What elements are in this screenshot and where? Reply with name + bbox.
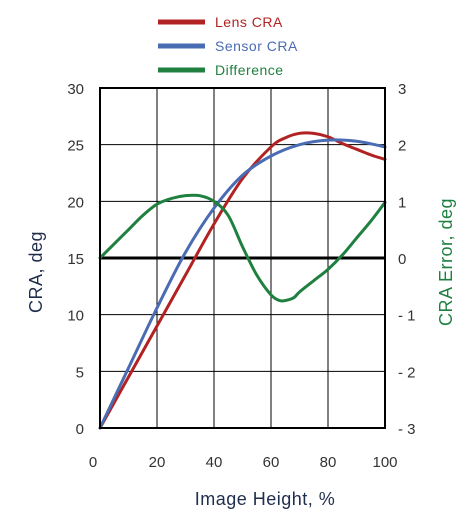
legend-label-lens-cra: Lens CRA <box>215 14 283 30</box>
left-tick-label: 0 <box>76 421 84 438</box>
right-tick-label: - 1 <box>398 308 416 325</box>
series-line-difference <box>98 193 387 303</box>
left-tick-label: 15 <box>67 251 84 268</box>
left-axis-tick-labels: 0 5 10 15 20 25 30 <box>67 81 84 438</box>
left-tick-label: 5 <box>76 364 84 381</box>
right-tick-label: 1 <box>398 194 406 211</box>
legend: Lens CRA Sensor CRA Difference <box>158 14 298 78</box>
x-tick-label: 40 <box>206 454 223 471</box>
legend-label-sensor-cra: Sensor CRA <box>215 38 298 54</box>
right-y-axis-label: CRA Error, deg <box>436 198 456 326</box>
legend-label-difference: Difference <box>215 62 284 78</box>
x-tick-label: 0 <box>89 454 97 471</box>
x-tick-label: 60 <box>263 454 280 471</box>
series-line-sensor-cra <box>98 138 387 430</box>
right-tick-label: 3 <box>398 81 406 98</box>
right-tick-label: - 2 <box>398 364 416 381</box>
left-tick-label: 25 <box>67 138 84 155</box>
x-axis-label: Image Height, % <box>195 489 336 509</box>
right-tick-label: - 3 <box>398 421 416 438</box>
right-tick-label: 0 <box>398 251 406 268</box>
series-layer <box>98 131 387 430</box>
x-tick-label: 80 <box>320 454 337 471</box>
right-tick-label: 2 <box>398 138 406 155</box>
right-axis-tick-labels: - 3 - 2 - 1 0 1 2 3 <box>398 81 416 438</box>
left-tick-label: 30 <box>67 81 84 98</box>
left-tick-label: 10 <box>67 308 84 325</box>
left-tick-label: 20 <box>67 194 84 211</box>
x-tick-label: 100 <box>372 454 397 471</box>
series-line-lens-cra <box>98 131 387 430</box>
x-tick-label: 20 <box>149 454 166 471</box>
left-y-axis-label: CRA, deg <box>26 231 46 313</box>
x-axis-tick-labels: 0 20 40 60 80 100 <box>89 454 398 471</box>
plot-frame <box>99 87 386 429</box>
